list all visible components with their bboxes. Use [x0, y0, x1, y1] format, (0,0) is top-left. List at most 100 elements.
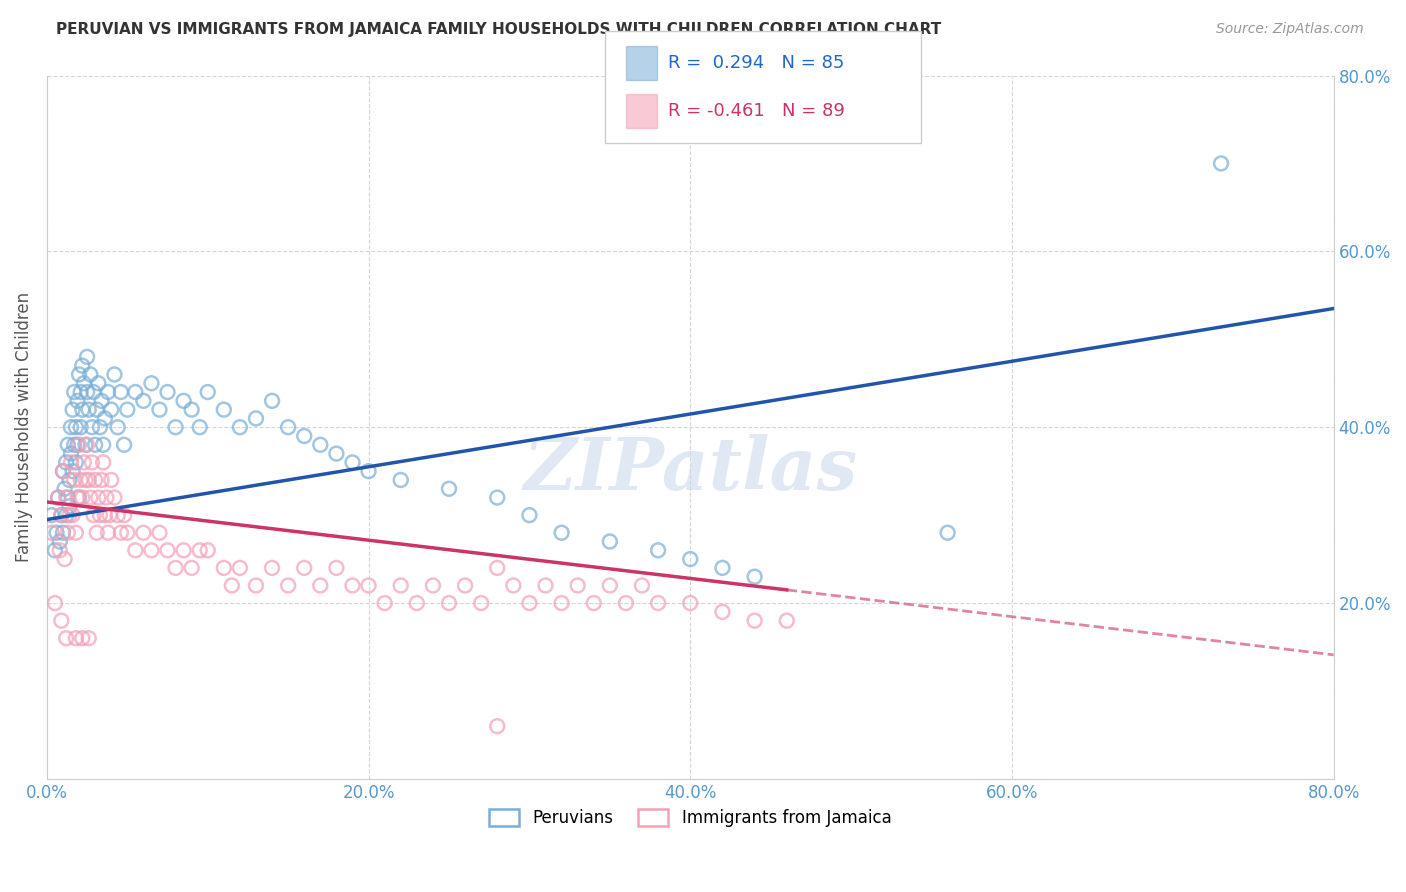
Point — [148, 525, 170, 540]
Point — [711, 561, 734, 575]
Point — [165, 561, 187, 575]
Point — [58, 473, 80, 487]
Point — [55, 491, 77, 505]
Point — [165, 420, 187, 434]
Point — [84, 473, 107, 487]
Point — [744, 614, 766, 628]
Point — [374, 596, 396, 610]
Point — [631, 578, 654, 592]
Point — [94, 411, 117, 425]
Text: ZIPatlas: ZIPatlas — [523, 434, 858, 505]
Point — [550, 525, 572, 540]
Point — [124, 385, 146, 400]
Point — [51, 508, 73, 523]
Point — [46, 491, 69, 505]
Point — [58, 508, 80, 523]
Point — [567, 578, 589, 592]
Point — [100, 402, 122, 417]
Point — [65, 632, 87, 646]
Point — [110, 385, 132, 400]
Point — [76, 385, 98, 400]
Point — [711, 605, 734, 619]
Point — [45, 525, 67, 540]
Point — [77, 632, 100, 646]
Point — [519, 508, 541, 523]
Point — [75, 438, 97, 452]
Point — [405, 596, 427, 610]
Point — [1209, 156, 1232, 170]
Point — [188, 543, 211, 558]
Point — [73, 376, 96, 391]
Point — [776, 614, 799, 628]
Point — [103, 368, 125, 382]
Point — [76, 350, 98, 364]
Point — [46, 491, 69, 505]
Point — [141, 376, 163, 391]
Point — [550, 596, 572, 610]
Point — [470, 596, 492, 610]
Point — [55, 455, 77, 469]
Point — [107, 420, 129, 434]
Point — [52, 464, 75, 478]
Point — [76, 438, 98, 452]
Point — [229, 561, 252, 575]
Point — [100, 473, 122, 487]
Point — [357, 464, 380, 478]
Point — [83, 508, 105, 523]
Point — [188, 420, 211, 434]
Point — [53, 482, 76, 496]
Point — [277, 578, 299, 592]
Point — [49, 534, 72, 549]
Point — [679, 596, 702, 610]
Point — [72, 359, 94, 373]
Point — [97, 385, 120, 400]
Point — [245, 578, 267, 592]
Point — [180, 402, 202, 417]
Point — [72, 632, 94, 646]
Point — [83, 385, 105, 400]
Point — [77, 473, 100, 487]
Point — [117, 402, 139, 417]
Point — [55, 632, 77, 646]
Point — [75, 473, 97, 487]
Point — [63, 385, 86, 400]
Point — [180, 561, 202, 575]
Point — [63, 473, 86, 487]
Point — [422, 578, 444, 592]
Point — [44, 596, 66, 610]
Point — [52, 525, 75, 540]
Point — [90, 393, 112, 408]
Point — [66, 438, 89, 452]
Point — [262, 561, 284, 575]
Point — [486, 561, 509, 575]
Point — [342, 578, 364, 592]
Point — [69, 420, 91, 434]
Point — [77, 402, 100, 417]
Point — [262, 393, 284, 408]
Point — [277, 420, 299, 434]
Point — [86, 402, 108, 417]
Point — [221, 578, 243, 592]
Point — [309, 438, 332, 452]
Point — [41, 508, 63, 523]
Point — [79, 368, 101, 382]
Point — [292, 561, 315, 575]
Point — [91, 438, 114, 452]
Point — [110, 525, 132, 540]
Point — [132, 525, 155, 540]
Point — [66, 491, 89, 505]
Point — [67, 491, 90, 505]
Point — [614, 596, 637, 610]
Text: R = -0.461   N = 89: R = -0.461 N = 89 — [668, 102, 845, 120]
Text: R =  0.294   N = 85: R = 0.294 N = 85 — [668, 54, 844, 72]
Point — [197, 385, 219, 400]
Point — [79, 491, 101, 505]
Point — [49, 543, 72, 558]
Point — [41, 525, 63, 540]
Point — [60, 455, 83, 469]
Point — [173, 393, 195, 408]
Point — [486, 719, 509, 733]
Point — [309, 578, 332, 592]
Point — [65, 420, 87, 434]
Point — [55, 508, 77, 523]
